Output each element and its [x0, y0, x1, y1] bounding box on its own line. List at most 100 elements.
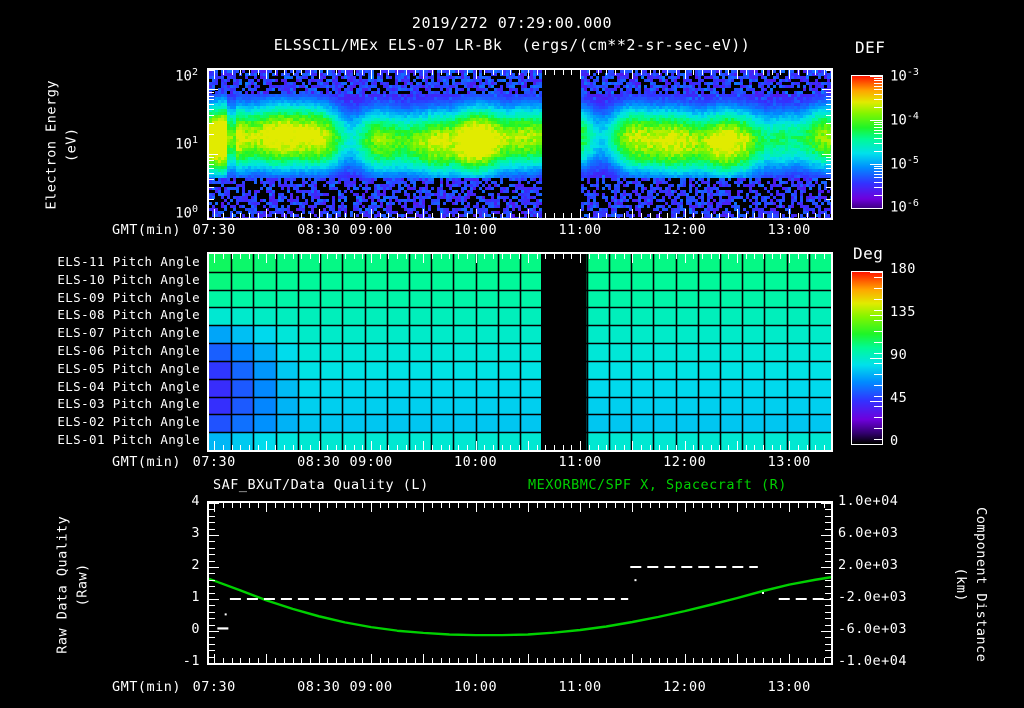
axis-tick [209, 561, 215, 562]
axis-tick [406, 503, 407, 508]
axis-tick [380, 254, 381, 259]
axis-tick [209, 529, 215, 530]
axis-tick [415, 658, 416, 663]
axis-tick [467, 658, 468, 663]
axis-tick-label: 11:00 [558, 679, 602, 695]
axis-tick [772, 503, 773, 508]
axis-tick [336, 658, 337, 663]
axis-tick [728, 503, 729, 508]
axis-tick [789, 441, 790, 450]
deg-colorbar-title: Deg [853, 244, 884, 263]
axis-tick [388, 503, 389, 508]
axis-tick [624, 503, 625, 508]
axis-tick [510, 445, 511, 450]
axis-tick [719, 658, 720, 663]
axis-tick [209, 586, 215, 587]
axis-tick [458, 445, 459, 450]
axis-tick [432, 445, 433, 450]
axis-tick [275, 445, 276, 450]
bottom-legend-right: MEXORBMC/SPF X, Spacecraft (R) [528, 477, 787, 493]
bottom-ylabel-right-line2: (km) [952, 567, 969, 602]
axis-tick [702, 254, 703, 259]
axis-tick [284, 503, 285, 508]
pitch-angle-frame [207, 252, 833, 452]
axis-tick [388, 445, 389, 450]
axis-tick [580, 254, 581, 263]
axis-tick [874, 171, 882, 172]
axis-tick [554, 254, 555, 259]
axis-tick [589, 503, 590, 508]
axis-tick [240, 503, 241, 508]
axis-tick [606, 503, 607, 508]
axis-tick [874, 89, 882, 90]
axis-tick [502, 503, 503, 508]
axis-tick [441, 658, 442, 663]
axis-tick [209, 522, 215, 523]
axis-tick [676, 254, 677, 259]
axis-tick [659, 254, 660, 259]
axis-tick-label: 09:00 [349, 679, 393, 695]
axis-tick [519, 445, 520, 450]
axis-tick [554, 445, 555, 450]
axis-tick [825, 541, 831, 542]
top-ytick-1e0: 100 [175, 204, 198, 222]
axis-tick [825, 509, 831, 510]
axis-tick [874, 288, 882, 289]
axis-tick [589, 658, 590, 663]
axis-tick-label: 07:30 [192, 679, 236, 695]
axis-tick [874, 331, 882, 332]
axis-tick [728, 254, 729, 259]
axis-tick [580, 503, 581, 512]
axis-tick [415, 254, 416, 259]
axis-tick [493, 503, 494, 508]
axis-tick [293, 658, 294, 663]
axis-tick [650, 503, 651, 508]
axis-tick [632, 441, 633, 450]
axis-tick [874, 363, 882, 364]
axis-tick [209, 612, 215, 613]
axis-tick [380, 503, 381, 508]
axis-tick-label: 1.0e+04 [838, 493, 899, 509]
axis-tick [432, 503, 433, 508]
axis-tick [780, 658, 781, 663]
axis-tick [284, 445, 285, 450]
axis-tick [537, 503, 538, 508]
axis-tick [545, 658, 546, 663]
axis-tick [874, 299, 882, 300]
axis-tick [874, 428, 882, 429]
axis-tick [571, 254, 572, 259]
axis-tick [667, 503, 668, 508]
axis-tick [874, 166, 882, 167]
axis-tick [641, 503, 642, 508]
bottom-ylabel-left-line2: (Raw) [74, 563, 91, 607]
axis-tick [798, 254, 799, 259]
axis-tick [476, 254, 477, 263]
axis-tick [711, 503, 712, 508]
axis-tick [711, 658, 712, 663]
axis-tick [606, 445, 607, 450]
axis-tick [824, 503, 825, 508]
axis-tick [571, 445, 572, 450]
axis-tick-label: 13:00 [767, 679, 811, 695]
def-tick-1e-5: 10-5 [890, 155, 919, 173]
axis-tick [737, 254, 738, 263]
axis-tick [240, 445, 241, 450]
axis-tick [458, 503, 459, 508]
axis-tick [502, 658, 503, 663]
axis-tick [275, 658, 276, 663]
axis-tick [484, 658, 485, 663]
axis-tick-label: 6.0e+03 [838, 525, 899, 541]
axis-tick [659, 503, 660, 508]
axis-tick [354, 658, 355, 663]
axis-tick [598, 445, 599, 450]
axis-tick [815, 445, 816, 450]
axis-tick [589, 254, 590, 259]
axis-tick [772, 445, 773, 450]
axis-tick [719, 445, 720, 450]
axis-tick [371, 503, 372, 512]
axis-tick [214, 254, 215, 263]
axis-tick [693, 445, 694, 450]
axis-tick [209, 516, 215, 517]
axis-tick [502, 254, 503, 259]
